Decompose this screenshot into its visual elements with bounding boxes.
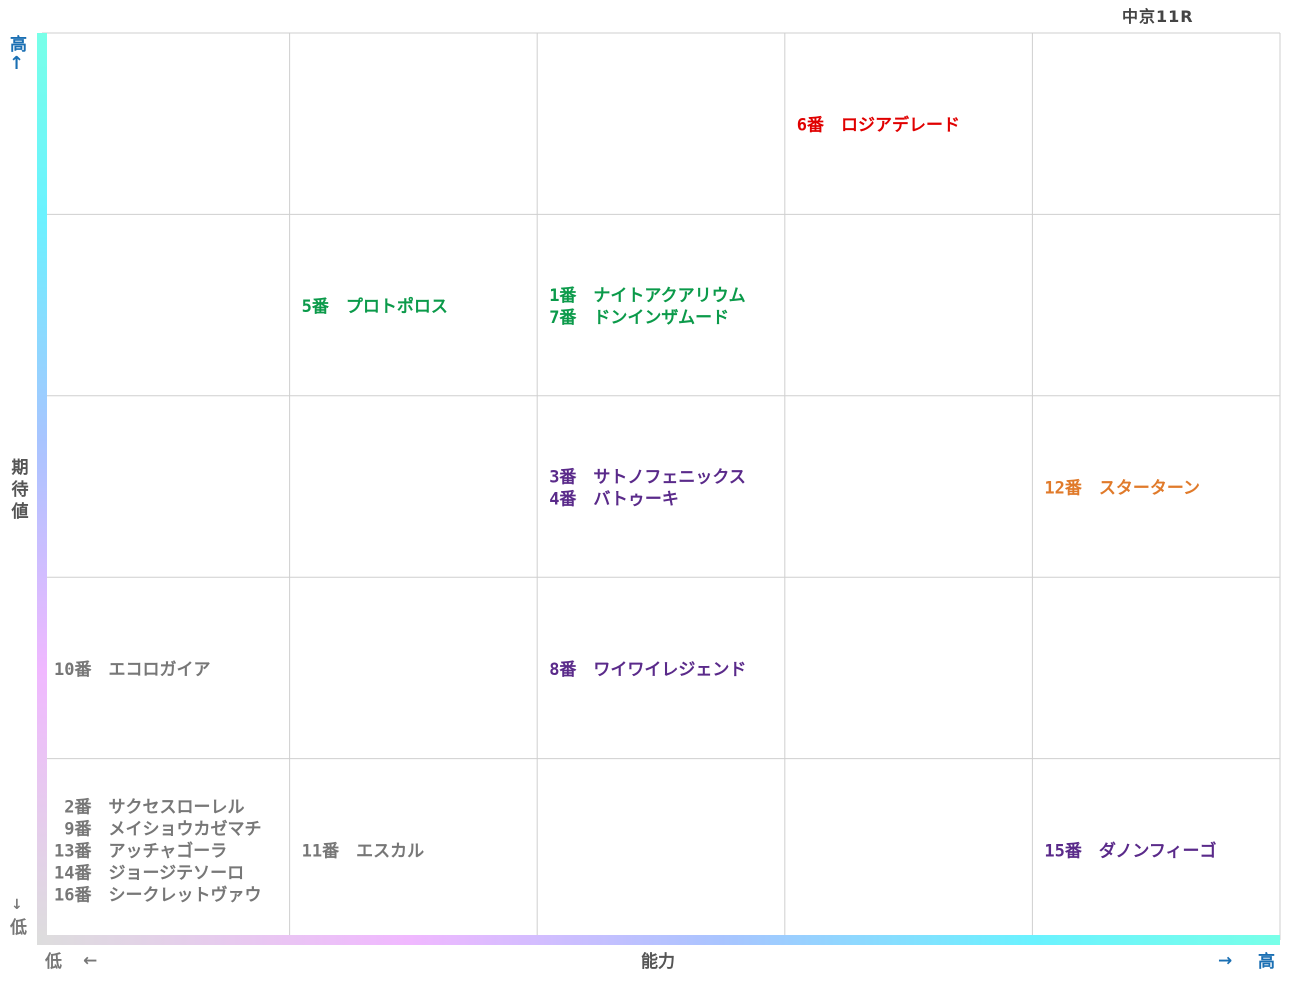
horse-label: 7番 ドンインザムード — [549, 308, 729, 328]
horse-group: 12番 スターターン — [1044, 479, 1200, 499]
x-axis-low-label: 低 — [45, 952, 62, 972]
horse-group: 5番 プロトポロス — [302, 296, 448, 317]
horse-label: 5番 プロトポロス — [302, 296, 448, 317]
x-axis-title: 能力 — [641, 952, 675, 972]
x-axis-right-arrow-icon: → — [1218, 951, 1233, 971]
horse-group: 15番 ダノンフィーゴ — [1044, 840, 1216, 861]
horse-label: 8番 ワイワイレジェンド — [549, 660, 746, 680]
horse-label: 12番 スターターン — [1044, 479, 1200, 499]
x-axis-left-arrow-icon: ← — [83, 951, 98, 971]
y-axis-low-label: 低 — [10, 918, 27, 938]
race-label: 中京11R — [1122, 7, 1194, 26]
horse-label: 6番 ロジアデレード — [797, 115, 960, 136]
horse-label: 14番 ジョージテソーロ — [54, 863, 244, 883]
y-axis-down-arrow-icon: ↓ — [11, 897, 23, 913]
horse-label: 11番 エスカル — [302, 841, 424, 861]
horse-label: 16番 シークレットヴァウ — [54, 884, 261, 905]
horse-label: 1番 ナイトアクアリウム — [549, 286, 745, 306]
x-axis-high-label: 高 — [1258, 952, 1275, 972]
y-axis-bar — [37, 33, 47, 943]
horse-label: 10番 エコロガイア — [54, 660, 210, 680]
y-axis-title: 期待値 — [11, 458, 29, 522]
y-axis-up-arrow-icon: ↑ — [9, 53, 25, 74]
horse-group: 6番 ロジアデレード — [797, 115, 960, 136]
y-axis-high-label: 高 — [10, 35, 27, 55]
horse-group: 11番 エスカル — [302, 841, 424, 861]
horse-group: 10番 エコロガイア — [54, 660, 210, 680]
horse-label: 4番 バトゥーキ — [549, 490, 679, 510]
horse-label: 2番 サクセスローレル — [54, 797, 244, 817]
horse-label: 15番 ダノンフィーゴ — [1044, 840, 1216, 861]
horse-label: 3番 サトノフェニックス — [549, 468, 746, 488]
horse-label: 9番 メイショウカゼマチ — [54, 818, 261, 839]
horse-label: 13番 アッチャゴーラ — [54, 840, 227, 861]
horse-group: 8番 ワイワイレジェンド — [549, 660, 746, 680]
grid — [42, 32, 1281, 940]
x-axis-bar — [37, 935, 1280, 945]
